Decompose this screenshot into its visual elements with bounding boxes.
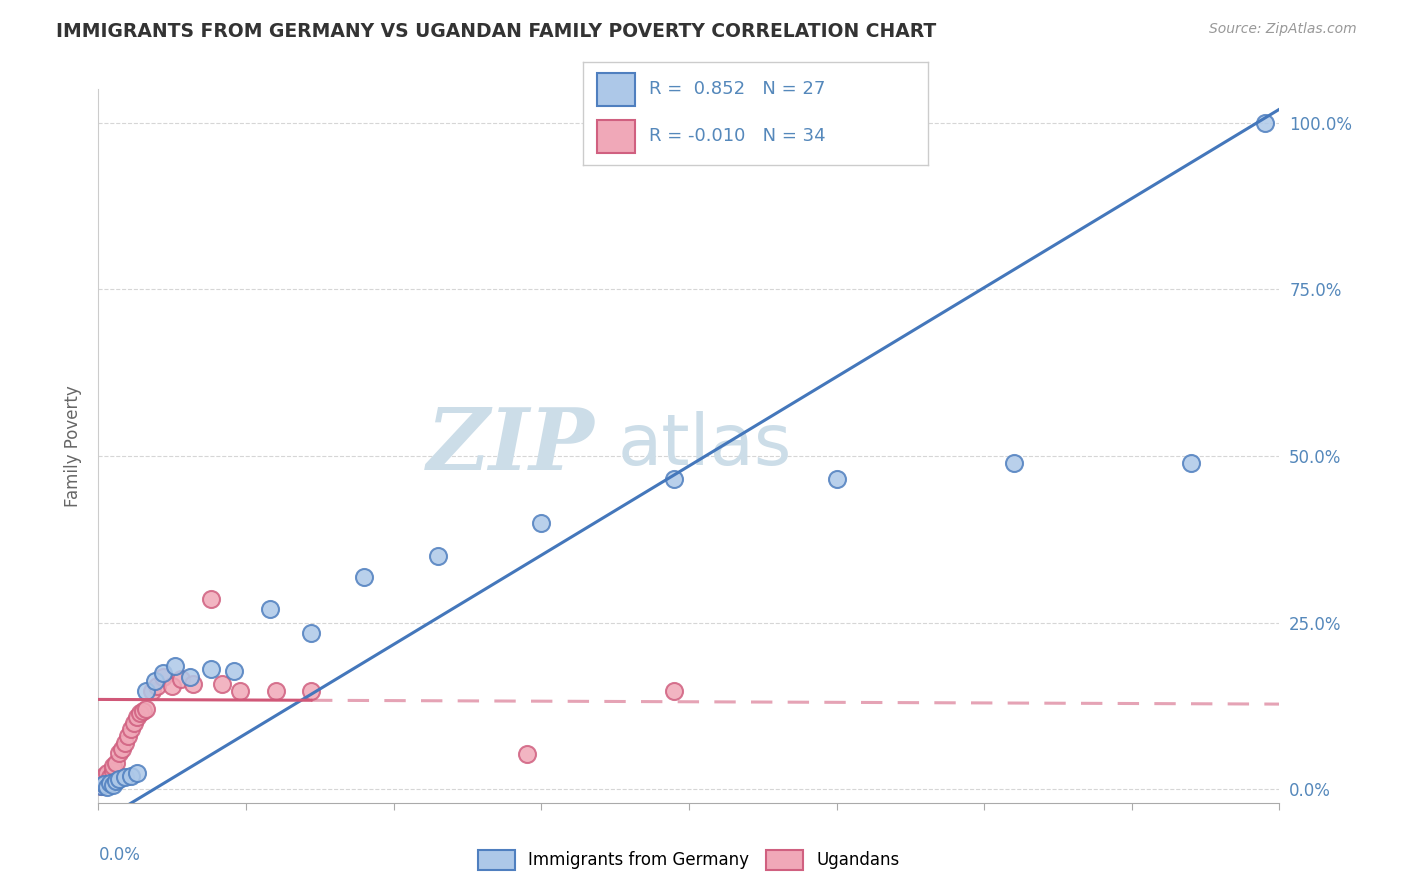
Point <box>122 715 145 730</box>
Point <box>299 683 322 698</box>
Point <box>103 759 125 773</box>
Point <box>125 765 148 780</box>
Point <box>103 778 125 792</box>
Point <box>114 771 136 785</box>
Point <box>825 472 848 486</box>
Point <box>165 659 187 673</box>
Point <box>117 729 139 743</box>
Point <box>664 683 686 698</box>
Point <box>530 516 553 530</box>
Text: atlas: atlas <box>619 411 793 481</box>
Point <box>259 602 281 616</box>
Point <box>516 747 538 761</box>
Point <box>152 665 174 680</box>
Point <box>170 673 193 687</box>
Legend: Immigrants from Germany, Ugandans: Immigrants from Germany, Ugandans <box>472 843 905 877</box>
Text: R =  0.852   N = 27: R = 0.852 N = 27 <box>650 80 825 98</box>
Point <box>96 765 118 780</box>
Point <box>1002 456 1025 470</box>
Point <box>90 779 112 793</box>
FancyBboxPatch shape <box>598 73 636 105</box>
Text: Source: ZipAtlas.com: Source: ZipAtlas.com <box>1209 22 1357 37</box>
Point <box>111 742 134 756</box>
Point <box>200 592 222 607</box>
Point <box>90 779 112 793</box>
Point <box>181 677 204 691</box>
Point <box>264 683 287 698</box>
Point <box>141 683 163 698</box>
Point <box>1254 115 1277 129</box>
Text: 0.0%: 0.0% <box>98 846 141 863</box>
Text: R = -0.010   N = 34: R = -0.010 N = 34 <box>650 128 825 145</box>
Point <box>93 777 115 791</box>
Point <box>664 472 686 486</box>
Point <box>135 702 157 716</box>
Point <box>200 662 222 676</box>
Point <box>105 774 128 789</box>
Point <box>135 683 157 698</box>
Point <box>152 670 174 684</box>
Point <box>162 679 183 693</box>
Text: ZIP: ZIP <box>426 404 595 488</box>
Point <box>179 670 201 684</box>
Point <box>146 679 169 693</box>
Point <box>93 769 115 783</box>
Point <box>128 706 150 720</box>
Point <box>96 780 118 795</box>
Point <box>143 673 166 688</box>
Point <box>120 723 142 737</box>
Point <box>353 570 375 584</box>
Point <box>96 774 118 789</box>
Point <box>90 776 112 790</box>
Point <box>211 677 233 691</box>
Point <box>108 746 131 760</box>
Point <box>299 625 322 640</box>
Point <box>98 776 121 790</box>
Point <box>1180 456 1202 470</box>
FancyBboxPatch shape <box>598 120 636 153</box>
Point <box>427 549 450 563</box>
Text: IMMIGRANTS FROM GERMANY VS UGANDAN FAMILY POVERTY CORRELATION CHART: IMMIGRANTS FROM GERMANY VS UGANDAN FAMIL… <box>56 22 936 41</box>
Point <box>108 772 131 787</box>
Point <box>103 764 125 778</box>
Point <box>98 771 121 785</box>
Point <box>224 664 246 678</box>
Point <box>132 704 155 718</box>
Point <box>120 769 142 783</box>
Point <box>125 710 148 724</box>
Point <box>105 756 128 770</box>
Point <box>90 772 112 787</box>
Y-axis label: Family Poverty: Family Poverty <box>65 385 83 507</box>
Point <box>114 736 136 750</box>
Point <box>93 777 115 791</box>
Point <box>229 683 252 698</box>
